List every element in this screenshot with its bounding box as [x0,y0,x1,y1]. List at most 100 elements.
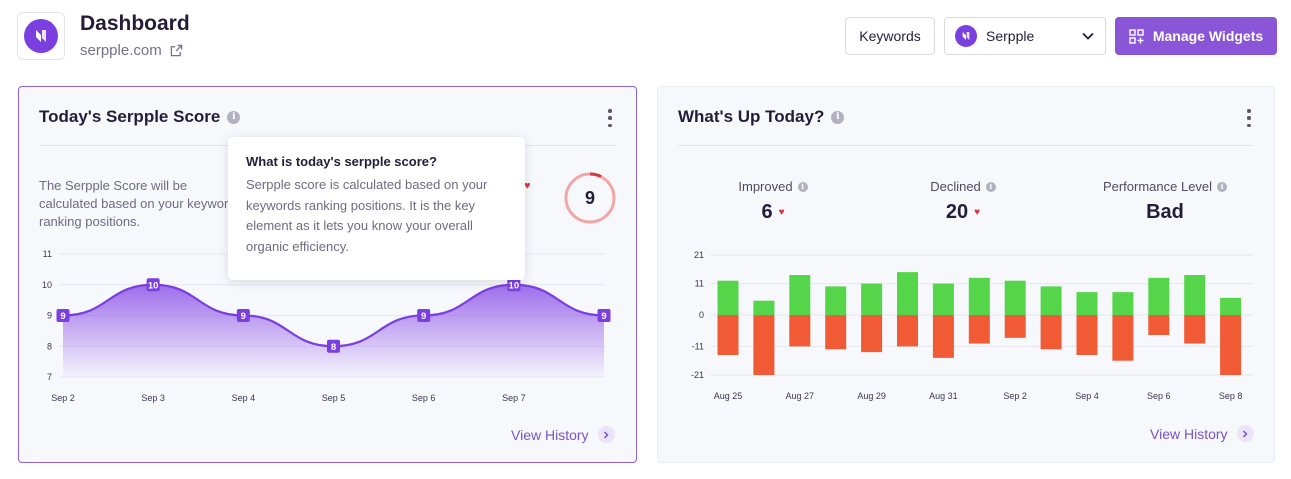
data-point [597,309,611,322]
site-url[interactable]: serpple.com [80,42,162,59]
bar-improved [968,277,990,315]
whats-up-title-text: What's Up Today? [678,107,825,126]
area-fill [63,284,604,377]
bar-declined [717,315,739,355]
y-tick-label: -21 [691,370,704,380]
stat-label: Improved [738,179,793,194]
project-select[interactable]: Serpple [944,17,1106,55]
info-icon[interactable]: i [985,181,996,192]
x-tick-label: Sep 7 [502,393,526,403]
x-tick-label: Sep 4 [232,393,256,403]
decline-indicator-icon: ♥ [974,207,981,218]
whats-up-view-history-link[interactable]: View History [1150,425,1254,442]
stat-improved: Improved i 6 ♥ [693,179,853,224]
stat-value: 6 [761,201,773,223]
info-icon[interactable]: i [797,181,808,192]
view-history-label: View History [1150,425,1228,442]
keywords-button[interactable]: Keywords [845,17,935,55]
widgets-icon [1129,28,1144,44]
x-tick-label: Sep 4 [1075,391,1099,401]
chevron-right-icon [1236,425,1254,442]
project-select-value: Serpple [986,28,1035,44]
more-options-icon[interactable] [1246,109,1252,127]
data-point [417,309,431,322]
whats-up-bar-chart: 21 11 0 -11 -21 Aug 25 Aug 27 Aug 29 Aug 31 Sep 2… [691,250,1253,401]
bar-improved [717,280,739,315]
divider [678,145,1254,146]
data-point [507,278,521,292]
bar-declined [753,315,775,375]
bar-improved [753,300,775,315]
data-point [236,309,250,322]
page-title: Dashboard [80,12,190,35]
data-point [327,339,340,353]
data-label: 10 [509,280,520,291]
site-link[interactable]: serpple.com [80,42,183,59]
y-tick-label: 8 [47,341,52,351]
y-tick-label: 10 [42,280,52,290]
manage-widgets-button[interactable]: Manage Widgets [1115,17,1277,55]
data-point [56,309,70,322]
bar-improved [861,283,883,315]
app-logo [17,12,65,60]
x-tick-label: Sep 5 [322,393,346,403]
x-tick-label: Sep 6 [412,393,436,403]
whats-up-card: What's Up Today? i Improved i 6 ♥ Declined… [657,86,1275,463]
chevron-down-icon [1082,32,1094,40]
stat-declined: Declined i 20 ♥ [883,179,1043,224]
bar-improved [1148,277,1170,315]
bar-improved [825,286,847,315]
x-tick-label: Sep 2 [1003,391,1027,401]
chevron-right-icon [597,426,615,443]
stat-performance-level: Performance Level i Bad [1085,179,1245,224]
bar-improved [1220,297,1242,315]
info-icon[interactable]: i [1217,181,1228,192]
bar-declined [1220,315,1242,375]
bar-improved [897,272,918,315]
score-info-tooltip: What is today's serpple score? Serpple s… [228,137,525,280]
data-label: 9 [60,311,65,322]
data-label: 10 [148,280,159,291]
bar-improved [1004,280,1026,315]
data-point [146,278,160,292]
x-tick-label: Aug 29 [857,391,886,401]
external-link-icon[interactable] [170,44,183,57]
score-value: 9 [584,187,595,208]
x-tick-label: Aug 27 [786,391,815,401]
x-tick-label: Sep 6 [1147,391,1171,401]
score-description: The Serpple Score will be calculated bas… [39,178,245,229]
data-label: 9 [241,311,246,322]
bar-declined [1076,315,1098,355]
tooltip-body: Serpple score is calculated based on you… [246,177,488,254]
bar-declined [1004,315,1026,338]
bar-declined [1040,315,1062,350]
bar-declined [897,315,918,347]
stat-label: Declined [930,179,981,194]
info-icon[interactable]: i [227,110,241,124]
bar-declined [1184,315,1206,344]
y-tick-label: 9 [47,311,52,321]
bar-improved [789,275,811,315]
bar-declined [1148,315,1170,335]
decline-indicator-icon: ♥ [778,207,785,218]
info-icon[interactable]: i [831,110,845,124]
y-tick-label: 11 [695,279,704,289]
score-card-title-text: Today's Serpple Score [39,107,221,126]
bar-improved [1184,275,1206,315]
score-view-history-link[interactable]: View History [511,426,615,443]
bar-declined [932,315,954,358]
y-tick-label: 0 [699,310,704,320]
stat-value: Bad [1146,201,1184,223]
whats-up-title: What's Up Today? i [678,107,845,127]
more-options-icon[interactable] [607,109,613,127]
stat-value: 20 [945,201,969,223]
x-tick-label: Sep 3 [141,393,165,403]
bar-improved [1040,286,1062,315]
stat-label: Performance Level [1102,179,1213,194]
data-label: 9 [601,311,606,322]
score-ring [564,172,616,224]
data-label: 8 [331,342,336,353]
serpple-logo-icon [955,25,977,47]
view-history-label: View History [511,426,589,443]
bar-improved [1112,292,1134,315]
